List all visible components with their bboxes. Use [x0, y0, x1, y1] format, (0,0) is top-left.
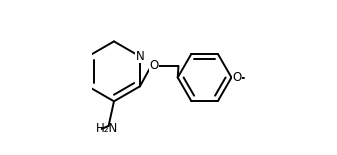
Text: O: O	[149, 60, 158, 73]
Text: H₂N: H₂N	[95, 122, 118, 135]
Text: N: N	[135, 50, 144, 63]
Text: O: O	[232, 71, 242, 84]
